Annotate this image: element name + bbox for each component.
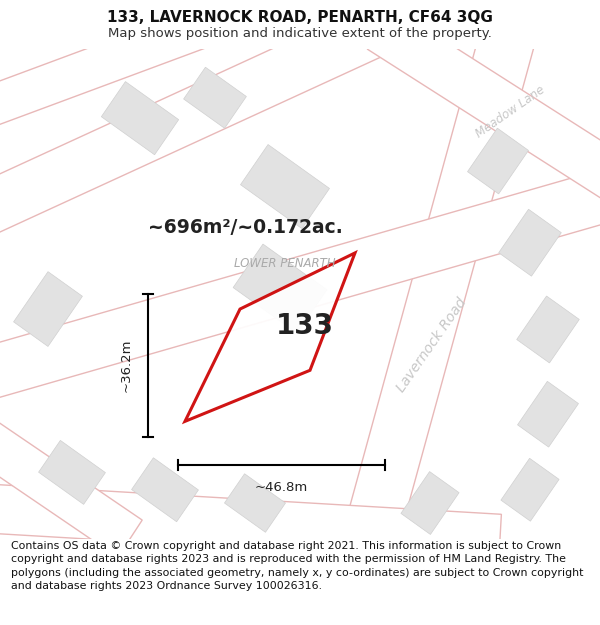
Polygon shape bbox=[401, 472, 459, 534]
Text: 133, LAVERNOCK ROAD, PENARTH, CF64 3QG: 133, LAVERNOCK ROAD, PENARTH, CF64 3QG bbox=[107, 10, 493, 25]
Polygon shape bbox=[499, 209, 561, 276]
Polygon shape bbox=[367, 8, 600, 202]
Polygon shape bbox=[38, 441, 106, 504]
Polygon shape bbox=[184, 68, 247, 128]
Polygon shape bbox=[467, 128, 529, 194]
Polygon shape bbox=[241, 144, 329, 229]
Text: ~696m²/~0.172ac.: ~696m²/~0.172ac. bbox=[148, 218, 343, 237]
Polygon shape bbox=[0, 484, 502, 563]
Text: ~36.2m: ~36.2m bbox=[119, 339, 133, 392]
Text: 133: 133 bbox=[276, 312, 334, 341]
Polygon shape bbox=[101, 82, 179, 155]
Polygon shape bbox=[343, 21, 537, 546]
Text: Meadow Lane: Meadow Lane bbox=[473, 83, 547, 141]
Text: ~46.8m: ~46.8m bbox=[255, 481, 308, 494]
Polygon shape bbox=[185, 253, 355, 421]
Polygon shape bbox=[14, 272, 82, 346]
Text: Lavernock Road: Lavernock Road bbox=[394, 295, 470, 394]
Polygon shape bbox=[501, 458, 559, 521]
Polygon shape bbox=[0, 418, 142, 558]
Polygon shape bbox=[517, 296, 579, 363]
Polygon shape bbox=[131, 458, 199, 522]
Polygon shape bbox=[518, 381, 578, 447]
Polygon shape bbox=[0, 4, 391, 236]
Polygon shape bbox=[233, 244, 327, 333]
Polygon shape bbox=[0, 9, 207, 129]
Text: Contains OS data © Crown copyright and database right 2021. This information is : Contains OS data © Crown copyright and d… bbox=[11, 541, 583, 591]
Polygon shape bbox=[0, 166, 600, 401]
Polygon shape bbox=[224, 474, 286, 532]
Text: LOWER PENARTH: LOWER PENARTH bbox=[234, 257, 336, 269]
Text: Map shows position and indicative extent of the property.: Map shows position and indicative extent… bbox=[108, 27, 492, 40]
